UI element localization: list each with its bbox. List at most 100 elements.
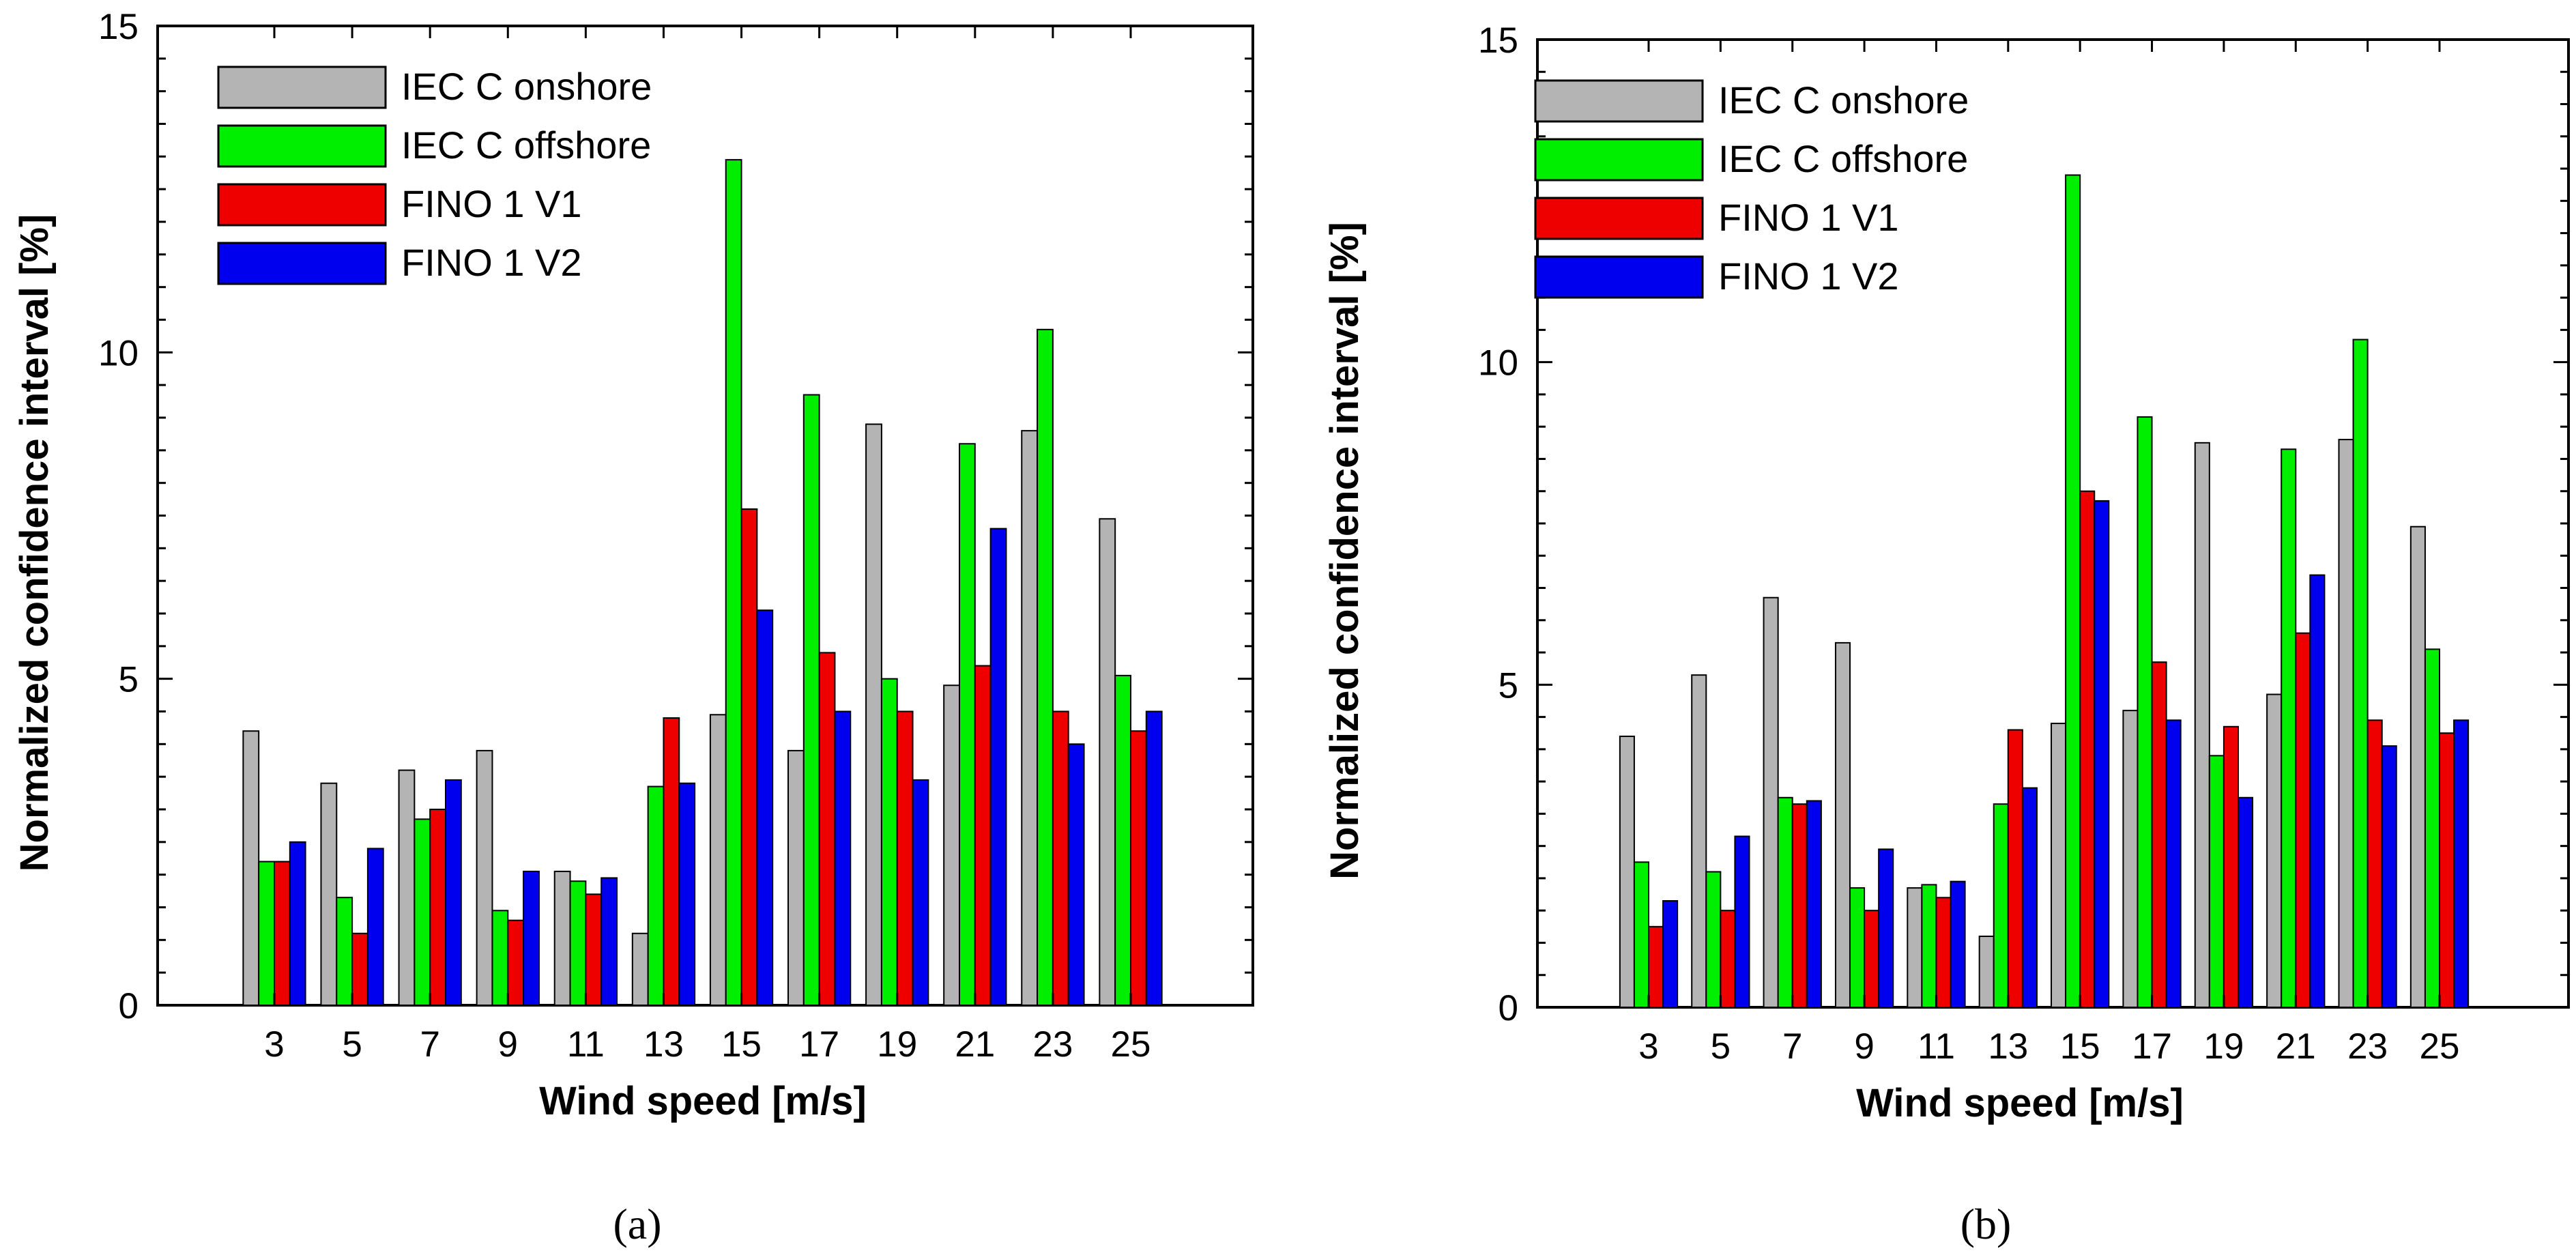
bar-fino-1-v2-11: [600, 877, 618, 1006]
x-tick-label: 11: [567, 1024, 605, 1065]
bar-fino-1-v2-13: [2021, 787, 2038, 1008]
bar-iec-c-onshore-5: [1691, 674, 1707, 1008]
bar-fino-1-v2-23: [2381, 745, 2397, 1008]
chart-panel-b: 0 5 10 15 3 5 7 9 11 13 15 17 19 21 23 25 Wind speed [m/…: [1322, 20, 2570, 1248]
bar-fino-1-v1-23: [1052, 710, 1069, 1006]
bar-fino-1-v1-3: [1648, 925, 1664, 1009]
bar-fino-1-v2-19: [2237, 796, 2254, 1009]
bar-iec-c-onshore-7: [1763, 596, 1779, 1008]
y-tick-label: 10: [1478, 343, 1518, 384]
bar-fino-1-v2-25: [2453, 719, 2470, 1008]
x-tick-label: 17: [2132, 1026, 2172, 1067]
bar-iec-c-onshore-23: [1021, 430, 1039, 1006]
x-tick-label: 9: [1854, 1026, 1874, 1067]
bar-fino-1-v2-5: [366, 848, 384, 1007]
x-axis-title: Wind speed [m/s]: [539, 1079, 867, 1123]
bar-fino-1-v2-21: [989, 528, 1007, 1006]
bar-iec-c-onshore-17: [787, 749, 805, 1007]
x-tick-label: 5: [342, 1024, 362, 1065]
bar-iec-c-offshore-3: [1633, 861, 1649, 1009]
bar-iec-c-offshore-9: [491, 910, 509, 1006]
legend-label: IEC C offshore: [401, 124, 651, 167]
x-tick-label: 19: [2203, 1026, 2244, 1067]
bar-iec-c-onshore-3: [1619, 735, 1635, 1008]
legend-swatch-iec-c-offshore: [1534, 138, 1704, 182]
bar-iec-c-offshore-13: [647, 785, 665, 1007]
bar-fino-1-v1-13: [2007, 729, 2023, 1009]
legend-swatch-iec-c-offshore: [217, 124, 387, 168]
x-tick-label: 13: [1988, 1026, 2028, 1067]
bar-iec-c-offshore-17: [2137, 416, 2153, 1008]
bar-iec-c-onshore-15: [2051, 723, 2067, 1008]
bar-fino-1-v1-11: [1935, 897, 1952, 1008]
bar-fino-1-v2-13: [678, 782, 696, 1006]
bar-fino-1-v1-9: [1864, 910, 1880, 1008]
bar-iec-c-offshore-21: [959, 443, 976, 1006]
bar-iec-c-onshore-9: [476, 749, 493, 1007]
bar-fino-1-v2-3: [289, 841, 306, 1007]
x-tick-label: 7: [420, 1024, 439, 1065]
bar-fino-1-v2-11: [1950, 880, 1966, 1009]
bar-fino-1-v1-21: [974, 665, 992, 1006]
bar-iec-c-offshore-23: [2352, 338, 2369, 1008]
legend-label: FINO 1 V2: [1718, 255, 1899, 298]
bar-fino-1-v2-17: [834, 710, 852, 1006]
x-tick-label: 15: [2060, 1026, 2100, 1067]
bar-fino-1-v2-21: [2309, 574, 2326, 1008]
bar-fino-1-v2-9: [523, 870, 540, 1006]
bar-fino-1-v1-25: [2439, 732, 2455, 1008]
legend-label: IEC C offshore: [1718, 137, 1968, 180]
bar-fino-1-v1-7: [1791, 803, 1808, 1008]
bar-fino-1-v2-19: [912, 779, 929, 1006]
legend-label: FINO 1 V1: [401, 182, 582, 225]
legend-label: IEC C onshore: [401, 65, 652, 108]
bar-fino-1-v1-25: [1130, 730, 1147, 1006]
legend-swatch-iec-c-onshore: [217, 66, 387, 109]
x-tick-label: 11: [1917, 1026, 1955, 1067]
x-tick-label: 21: [2276, 1026, 2316, 1067]
bar-iec-c-offshore-25: [2424, 648, 2440, 1008]
bar-fino-1-v1-11: [585, 893, 603, 1007]
x-tick-label: 19: [877, 1024, 917, 1065]
bar-iec-c-onshore-25: [2409, 525, 2426, 1008]
x-tick-label: 17: [799, 1024, 839, 1065]
x-tick-label: 7: [1782, 1026, 1802, 1067]
legend-label: FINO 1 V2: [401, 241, 582, 284]
bar-fino-1-v1-3: [274, 861, 291, 1006]
bar-fino-1-v1-19: [2223, 725, 2239, 1009]
bar-iec-c-offshore-23: [1037, 328, 1054, 1007]
x-tick-label: 25: [2420, 1026, 2460, 1067]
bar-iec-c-offshore-11: [569, 880, 587, 1006]
bar-iec-c-offshore-7: [1777, 796, 1793, 1009]
x-tick-label: 25: [1111, 1024, 1151, 1065]
y-tick-label: 15: [98, 7, 139, 47]
bar-iec-c-onshore-15: [709, 714, 727, 1006]
bar-fino-1-v1-23: [2367, 719, 2383, 1008]
bar-iec-c-offshore-11: [1921, 884, 1937, 1009]
bar-fino-1-v2-7: [445, 779, 462, 1006]
x-tick-label: 3: [264, 1024, 284, 1065]
bar-fino-1-v1-7: [429, 809, 447, 1006]
legend-swatch-fino-1-v1: [217, 183, 387, 227]
bar-iec-c-offshore-3: [258, 861, 276, 1006]
bar-iec-c-offshore-15: [2065, 174, 2081, 1008]
bar-iec-c-onshore-11: [1907, 887, 1923, 1008]
legend-label: FINO 1 V1: [1718, 196, 1899, 239]
bar-iec-c-offshore-21: [2281, 448, 2297, 1008]
bar-iec-c-onshore-19: [2194, 442, 2210, 1008]
x-tick-label: 23: [2347, 1026, 2388, 1067]
bar-fino-1-v1-15: [2079, 490, 2096, 1008]
bar-iec-c-onshore-17: [2122, 710, 2139, 1008]
bar-fino-1-v1-17: [2151, 661, 2167, 1008]
bar-iec-c-offshore-19: [2208, 755, 2225, 1008]
bar-fino-1-v2-15: [756, 609, 774, 1006]
bar-iec-c-onshore-19: [865, 423, 882, 1006]
y-tick-label: 5: [119, 660, 139, 700]
bar-fino-1-v2-23: [1067, 743, 1085, 1007]
bar-fino-1-v2-15: [2094, 500, 2110, 1008]
panel-caption: (b): [1960, 1200, 2012, 1248]
bar-iec-c-onshore-5: [320, 782, 338, 1006]
bar-iec-c-onshore-13: [1978, 936, 1995, 1008]
bar-fino-1-v2-7: [1806, 800, 1822, 1008]
